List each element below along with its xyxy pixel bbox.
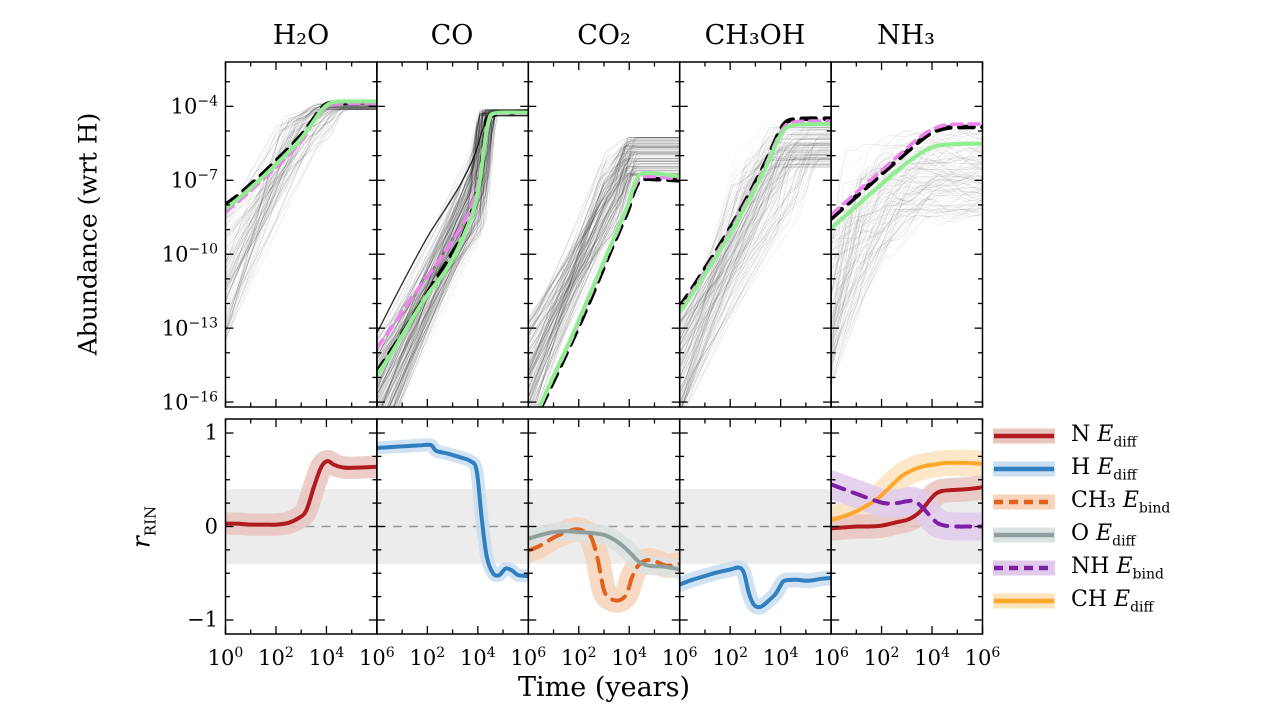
axis-tick-label: 104 xyxy=(762,645,799,670)
uncertainty-band xyxy=(679,559,832,615)
axis-tick-label: 102 xyxy=(258,645,294,670)
legend-label: N Ediff xyxy=(1071,421,1137,451)
legend-swatch-h-ediff xyxy=(993,461,1055,477)
legend-label: O Ediff xyxy=(1071,520,1136,550)
pink-dashed-line xyxy=(831,122,983,217)
legend-swatch-ch3-ebind xyxy=(993,494,1055,510)
legend-swatch-o-ediff xyxy=(993,527,1055,543)
bottom-panel-3 xyxy=(679,489,832,615)
legend-swatch-n-ediff xyxy=(993,428,1055,444)
legend-swatch-nh-ebind xyxy=(993,560,1055,576)
axis-tick-label: 106 xyxy=(964,645,1001,670)
axis-tick-label: 10−10 xyxy=(161,241,218,267)
legend-label: CH Ediff xyxy=(1071,586,1154,616)
axis-tick-label: 106 xyxy=(510,645,547,670)
rrin-line xyxy=(528,529,680,572)
axis-tick-label: 10−16 xyxy=(161,389,218,415)
bottom-panel-0 xyxy=(225,449,377,564)
axis-tick-label: 104 xyxy=(308,645,345,670)
green-solid-line xyxy=(679,122,832,315)
axis-tick-label: −1 xyxy=(187,607,218,632)
axis-tick-label: 10−4 xyxy=(170,93,218,119)
legend-item-o-ediff: O Ediff xyxy=(993,521,1170,549)
green-solid-line xyxy=(376,110,529,377)
axis-tick-label: 0 xyxy=(204,514,218,538)
column-title-ch3oh: CH₃OH xyxy=(704,20,806,51)
x-axis-label: Time (years) xyxy=(518,672,690,703)
significance-band xyxy=(679,489,832,564)
axis-tick-label: 100 xyxy=(207,645,244,670)
axis-tick-label: 102 xyxy=(712,645,748,670)
column-title-nh3: NH₃ xyxy=(877,20,935,51)
column-title-co2: CO₂ xyxy=(577,20,631,51)
top-panel-1 xyxy=(376,108,529,407)
axis-tick-label: 106 xyxy=(359,645,395,670)
axis-tick-label: 104 xyxy=(460,645,496,670)
legend-label: H Ediff xyxy=(1071,454,1137,484)
rrin-line xyxy=(679,565,832,610)
legend-label: NH Ebind xyxy=(1071,553,1164,583)
axis-tick-label: 104 xyxy=(611,645,648,670)
legend-item-ch-ediff: CH Ediff xyxy=(993,587,1170,615)
green-solid-line xyxy=(225,99,377,211)
legend-item-ch3-ebind: CH₃ Ebind xyxy=(993,488,1170,516)
legend-item-h-ediff: H Ediff xyxy=(993,455,1170,483)
axis-tick-label: 1 xyxy=(204,420,218,445)
green-solid-line xyxy=(537,171,680,407)
top-panel-0 xyxy=(225,99,377,341)
top-panel-4 xyxy=(831,122,983,388)
axis-tick-label: 106 xyxy=(813,645,849,670)
legend: N Ediff H Ediff CH₃ Ebind O Ediff NH Ebi… xyxy=(993,422,1170,615)
bottom-panel-2 xyxy=(528,489,680,613)
legend-item-n-ediff: N Ediff xyxy=(993,422,1170,450)
axis-tick-label: 102 xyxy=(560,645,597,670)
column-title-h2o: H₂O xyxy=(272,20,330,51)
significance-band xyxy=(376,489,529,564)
rrin-line xyxy=(831,460,983,522)
axis-tick-label: 102 xyxy=(409,645,446,670)
top-panel-3 xyxy=(679,116,832,407)
rrin-line xyxy=(376,442,529,578)
axis-tick-label: 10−13 xyxy=(161,315,218,341)
rrin-line xyxy=(831,485,983,531)
rrin-line xyxy=(831,482,983,529)
green-solid-line xyxy=(831,141,983,231)
legend-item-nh-ebind: NH Ebind xyxy=(993,554,1170,582)
axis-tick-label: 106 xyxy=(661,645,698,670)
axis-tick-label: 10−7 xyxy=(170,167,218,193)
legend-swatch-ch-ediff xyxy=(993,593,1055,609)
legend-label: CH₃ Ebind xyxy=(1071,487,1171,517)
column-title-co: CO xyxy=(430,20,474,51)
axis-tick-label: 104 xyxy=(914,645,950,670)
top-panel-2 xyxy=(528,136,680,407)
bottom-panel-4 xyxy=(831,449,983,564)
axis-tick-label: 102 xyxy=(863,645,900,670)
rrin-line xyxy=(528,527,680,603)
bottom-panel-1 xyxy=(376,438,529,583)
black-dashed-line xyxy=(831,124,983,221)
rrin-line xyxy=(225,459,377,527)
